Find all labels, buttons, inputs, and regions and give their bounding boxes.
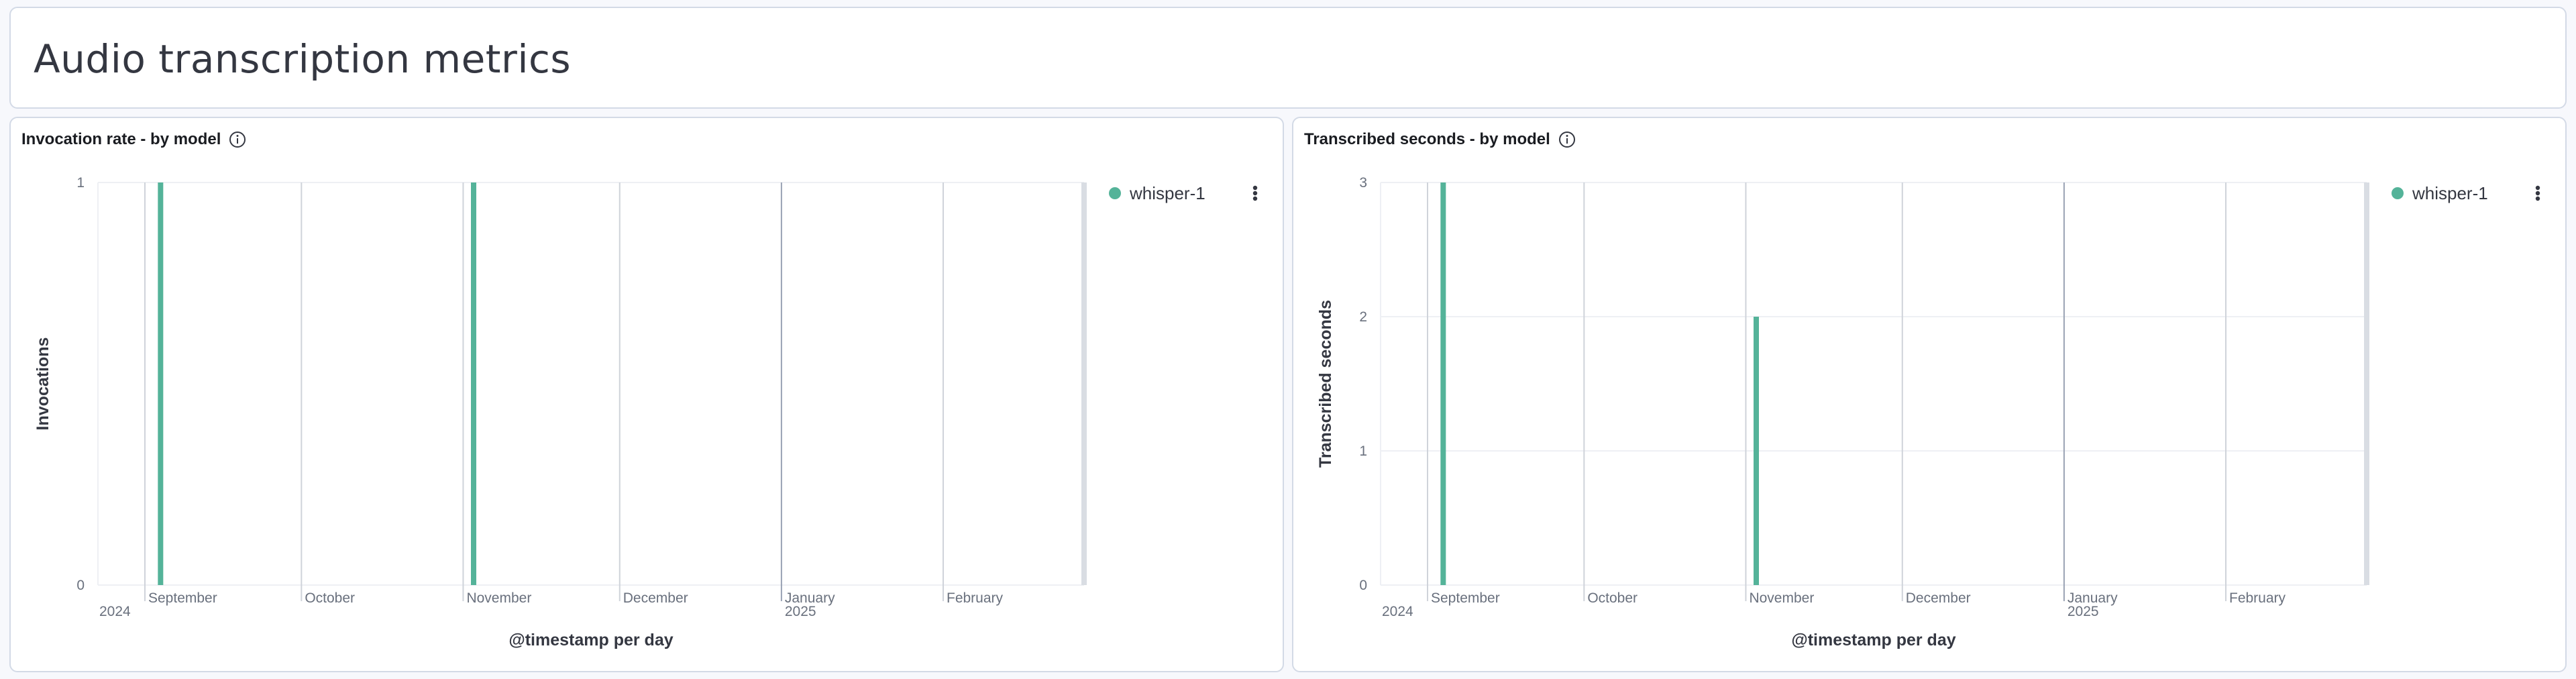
x-year-label: 2024 bbox=[1382, 604, 1413, 619]
menu-dot bbox=[1252, 191, 1258, 196]
x-year-label: 2025 bbox=[785, 604, 816, 619]
x-tick-label: December bbox=[1906, 590, 1971, 606]
x-tick-label: October bbox=[1587, 590, 1638, 606]
legend-swatch bbox=[2392, 187, 2404, 199]
menu-dot bbox=[1252, 196, 1258, 201]
menu-dot bbox=[1252, 185, 1258, 191]
x-tick-label: September bbox=[148, 590, 217, 606]
invocation-rate-chart: 0 1 September 2024 October November December Ja… bbox=[34, 175, 1258, 649]
title-panel: Audio transcription metrics bbox=[9, 7, 2567, 109]
data-bar bbox=[158, 182, 164, 585]
invocation-rate-panel: Invocation rate - by model 0 1 September 20… bbox=[9, 117, 1284, 672]
x-tick-label: September bbox=[1431, 590, 1500, 606]
data-bar bbox=[1754, 317, 1759, 585]
legend-label: whisper-1 bbox=[1129, 183, 1205, 203]
info-icon[interactable] bbox=[1558, 131, 1576, 148]
x-axis-title: @timestamp per day bbox=[1791, 631, 1955, 649]
x-tick-label: February bbox=[947, 590, 1004, 606]
transcribed-seconds-panel: Transcribed seconds - by model 0 1 2 3 Septe… bbox=[1292, 117, 2567, 672]
y-tick-label: 2 bbox=[1359, 309, 1367, 325]
y-tick-label: 1 bbox=[1359, 443, 1367, 459]
x-tick-label: December bbox=[623, 590, 688, 606]
legend[interactable]: whisper-1 bbox=[1109, 183, 1205, 203]
page-title: Audio transcription metrics bbox=[34, 36, 572, 82]
dots-vertical-icon[interactable] bbox=[2535, 185, 2540, 201]
info-icon[interactable] bbox=[229, 131, 246, 148]
legend[interactable]: whisper-1 bbox=[2392, 183, 2488, 203]
data-bar bbox=[471, 182, 476, 585]
y-tick-label: 3 bbox=[1359, 175, 1367, 191]
y-axis-title: Invocations bbox=[34, 337, 52, 431]
menu-dot bbox=[2535, 196, 2540, 201]
x-tick-label: January bbox=[2068, 590, 2118, 606]
x-year-label: 2024 bbox=[99, 604, 131, 619]
x-axis-title: @timestamp per day bbox=[508, 631, 673, 649]
x-tick-label: November bbox=[466, 590, 531, 606]
y-axis-title: Transcribed seconds bbox=[1316, 300, 1335, 468]
menu-dot bbox=[2535, 185, 2540, 191]
x-tick-label: November bbox=[1749, 590, 1814, 606]
legend-swatch bbox=[1109, 187, 1121, 199]
x-year-label: 2025 bbox=[2068, 604, 2099, 619]
y-tick-label: 0 bbox=[76, 578, 85, 593]
data-bar bbox=[1440, 182, 1446, 585]
legend-label: whisper-1 bbox=[2412, 183, 2488, 203]
x-tick-label: October bbox=[305, 590, 355, 606]
y-tick-label: 1 bbox=[76, 175, 85, 191]
panel-header: Transcribed seconds - by model bbox=[1304, 129, 1576, 150]
panel-title: Transcribed seconds - by model bbox=[1304, 130, 1550, 148]
x-tick-label: February bbox=[2229, 590, 2286, 606]
x-tick-label: January bbox=[785, 590, 835, 606]
panel-header: Invocation rate - by model bbox=[21, 129, 246, 150]
y-tick-label: 0 bbox=[1359, 578, 1367, 593]
panel-title: Invocation rate - by model bbox=[21, 130, 221, 148]
dots-vertical-icon[interactable] bbox=[1252, 185, 1258, 201]
menu-dot bbox=[2535, 191, 2540, 196]
transcribed-seconds-chart: 0 1 2 3 September 2024 October November December… bbox=[1316, 175, 2540, 649]
